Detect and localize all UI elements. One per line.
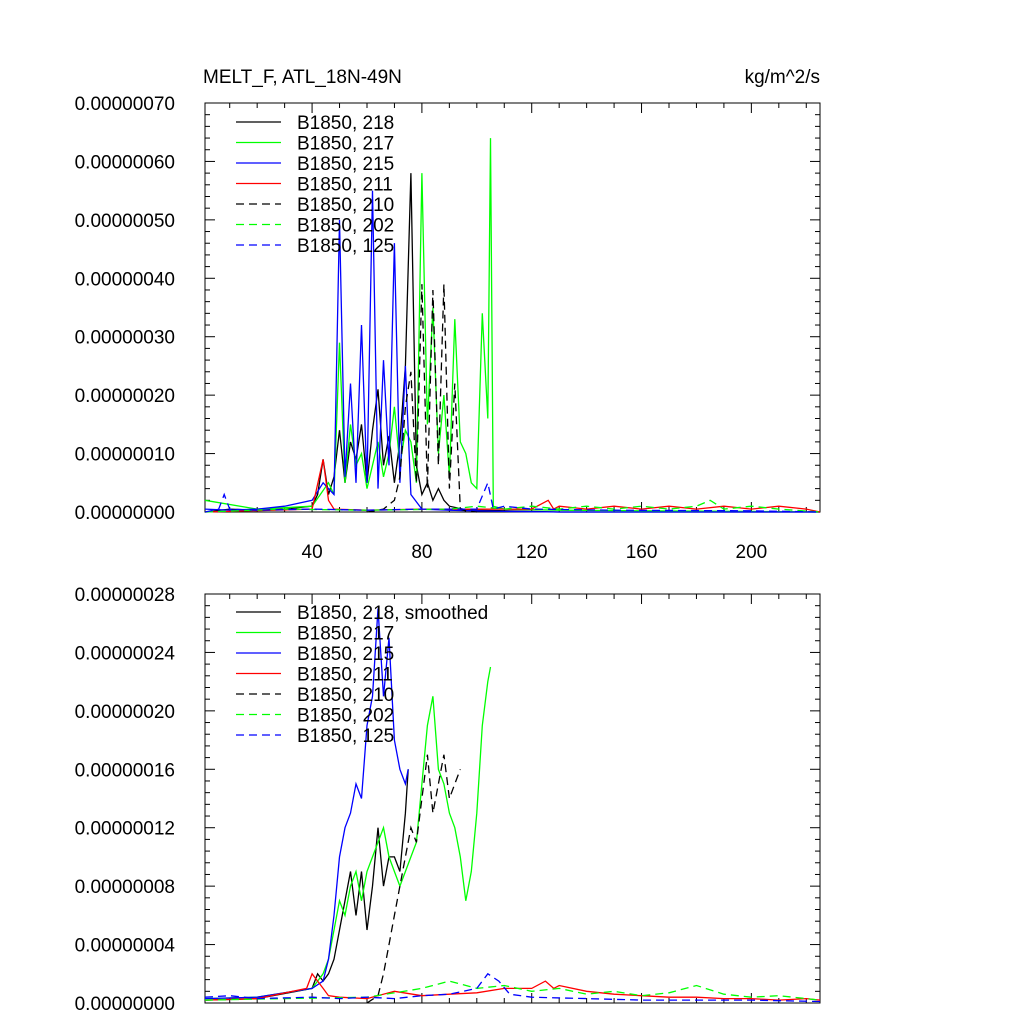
legend-label: B1850, 125 — [297, 236, 394, 257]
y-tick-label: 0.00000004 — [75, 936, 176, 957]
top-panel: MELT_F, ATL_18N-49N kg/m^2/s 0.000000000… — [75, 67, 821, 563]
top-panel-units: kg/m^2/s — [745, 67, 820, 88]
top-panel-title: MELT_F, ATL_18N-49N — [203, 67, 402, 88]
legend-label: B1850, 202 — [297, 706, 394, 727]
y-tick-label: 0.00000040 — [75, 269, 175, 290]
y-tick-label: 0.00000000 — [75, 994, 175, 1015]
legend-label: B1850, 211 — [297, 175, 393, 196]
bottom-panel: 0.00000000 0.00000004 0.00000008 0.00000012… — [75, 585, 821, 1015]
y-tick-label: 0.00000012 — [75, 819, 175, 840]
y-tick-label: 0.00000060 — [75, 152, 175, 173]
series-line — [204, 608, 409, 1000]
bottom-x-axis — [229, 594, 807, 1003]
top-x-axis: 40 80 120 160 200 — [229, 103, 807, 563]
x-tick-label: 120 — [516, 542, 548, 563]
legend-label: B1850, 215 — [297, 154, 394, 175]
series-line — [204, 480, 821, 513]
legend-label: B1850, 217 — [297, 134, 394, 155]
series-line — [366, 284, 477, 513]
y-tick-label: 0.00000030 — [75, 328, 175, 349]
series-line — [204, 972, 821, 1001]
y-tick-label: 0.00000008 — [75, 877, 175, 898]
legend-label: B1850, 218, smoothed — [297, 603, 488, 624]
legend-label: B1850, 215 — [297, 644, 394, 665]
legend-label: B1850, 211 — [297, 665, 393, 686]
legend-label: B1850, 202 — [297, 216, 394, 237]
series-line — [204, 190, 820, 513]
series-line — [204, 138, 821, 513]
bottom-plot-frame — [204, 593, 821, 1004]
y-tick-label: 0.00000020 — [75, 702, 175, 723]
x-tick-label: 80 — [411, 542, 432, 563]
legend-label: B1850, 217 — [297, 624, 394, 645]
series-line — [204, 980, 821, 1001]
top-series-lines — [204, 138, 821, 513]
y-tick-label: 0.00000028 — [75, 585, 175, 606]
legend-label: B1850, 210 — [297, 685, 394, 706]
legend-label: B1850, 210 — [297, 195, 394, 216]
x-tick-label: 160 — [626, 542, 658, 563]
legend-label: B1850, 218 — [297, 113, 394, 134]
y-tick-label: 0.00000000 — [75, 503, 175, 524]
y-tick-label: 0.00000010 — [75, 445, 175, 466]
y-tick-label: 0.00000050 — [75, 211, 175, 232]
series-line — [204, 769, 409, 1001]
bottom-series-lines — [204, 608, 821, 1004]
series-line — [366, 754, 461, 1004]
y-tick-label: 0.00000024 — [75, 643, 176, 664]
series-line — [204, 499, 821, 513]
x-tick-label: 200 — [736, 542, 768, 563]
y-tick-label: 0.00000016 — [75, 760, 175, 781]
series-line — [204, 972, 821, 1003]
top-y-axis: 0.00000000 0.00000010 0.00000020 0.00000030… — [75, 94, 820, 524]
bottom-y-axis: 0.00000000 0.00000004 0.00000008 0.00000012… — [75, 585, 820, 1015]
legend-label: B1850, 125 — [297, 726, 394, 747]
x-tick-label: 40 — [302, 542, 323, 563]
y-tick-label: 0.00000070 — [75, 94, 175, 115]
series-line — [204, 666, 492, 1000]
y-tick-label: 0.00000020 — [75, 386, 175, 407]
